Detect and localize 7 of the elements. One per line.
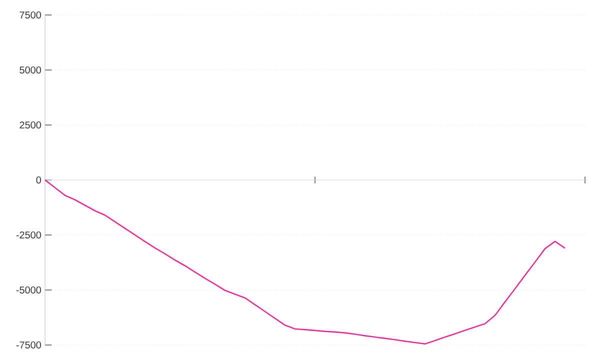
y-tick-label: 0 xyxy=(36,176,42,184)
y-tick-label: -2500 xyxy=(16,231,42,239)
y-tick-label: -5000 xyxy=(16,286,42,294)
y-tick-label: 2500 xyxy=(20,121,42,129)
y-tick-label: -7500 xyxy=(16,341,42,349)
y-tick-label: 5000 xyxy=(20,66,42,74)
y-tick-label: 7500 xyxy=(20,11,42,19)
